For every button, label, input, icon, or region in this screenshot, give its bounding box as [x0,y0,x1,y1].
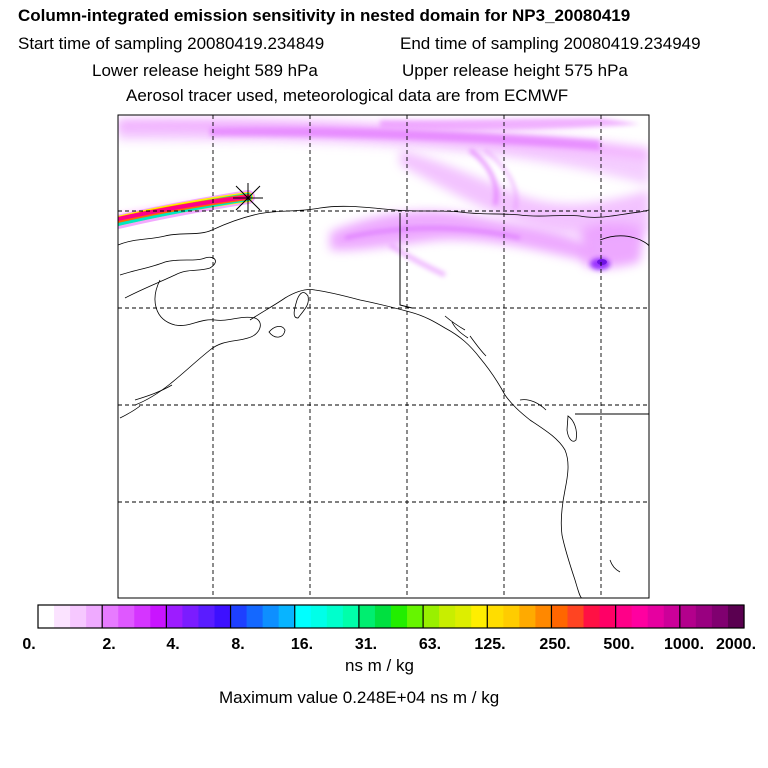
colorbar-cell [503,605,520,628]
colorbar-cell [407,605,424,628]
colorbar-cell [583,605,601,628]
colorbar-label: 16. [290,636,314,653]
colorbar-cell [214,605,232,628]
colorbar-cell [182,605,200,628]
colorbar-cell [727,605,745,628]
colorbar-label: 63. [418,636,442,653]
colorbar-cell [455,605,472,628]
upper-release-label: Upper release height 575 hPa [402,61,628,80]
colorbar-cell [150,605,167,628]
colorbar-cell [423,605,440,628]
colorbar-cell [439,605,456,628]
coastlines [118,205,649,598]
map-title: Column-integrated emission sensitivity i… [18,6,631,25]
tracer-info-label: Aerosol tracer used, meteorological data… [126,86,569,105]
colorbar-cell [118,605,135,628]
start-sampling-label: Start time of sampling 20080419.234849 [18,34,325,53]
colorbar-cell [230,605,248,628]
end-sampling-label: End time of sampling 20080419.234949 [400,34,701,53]
colorbar-cell [551,605,569,628]
colorbar-cell [70,605,87,628]
colorbar-cell [663,605,681,628]
colorbar-label: 4. [166,636,180,653]
colorbar-cell [134,605,151,628]
colorbar-cell [631,605,649,628]
colorbar-label: 31. [354,636,378,653]
colorbar-cell [615,605,633,628]
colorbar-cell [262,605,280,628]
colorbar-cell [535,605,553,628]
colorbar-label: 1000. [663,636,705,653]
colorbar-cell [487,605,504,628]
colorbar-cell [38,605,55,628]
maximum-value-label: Maximum value 0.248E+04 ns m / kg [219,688,500,707]
colorbar-cell [711,605,729,628]
colorbar-cell [358,605,376,628]
colorbar-units: ns m / kg [345,656,414,675]
sensitivity-plume [118,118,649,278]
map-area [118,115,649,598]
map-frame [117,114,650,599]
colorbar-cell [246,605,264,628]
colorbar-cell [567,605,585,628]
release-location-marker [233,183,263,213]
colorbar-cell [102,605,119,628]
colorbar-label: 8. [231,636,245,653]
colorbar-cell [374,605,392,628]
colorbar-cell [198,605,216,628]
colorbar-label: 250. [539,636,571,653]
release-streak [118,190,255,229]
colorbar-cell [391,605,408,628]
colorbar-cell [599,605,617,628]
colorbar-cell [326,605,344,628]
lower-release-label: Lower release height 589 hPa [92,61,318,80]
colorbar-label: 125. [474,636,506,653]
colorbar-cell [310,605,328,628]
colorbar-cell [695,605,713,628]
colorbar-cell [278,605,296,628]
colorbar-cell [647,605,665,628]
colorbar-cell [519,605,537,628]
colorbar-cell [54,605,71,628]
map-gridlines [118,115,649,598]
colorbar [38,605,745,628]
colorbar-cell [166,605,184,628]
colorbar-cell [86,605,103,628]
colorbar-label: 0. [22,636,36,653]
colorbar-cell [342,605,360,628]
colorbar-label: 500. [603,636,635,653]
political-borders [399,213,649,415]
colorbar-label: 2000. [715,636,757,653]
colorbar-cell [471,605,488,628]
colorbar-frame [37,604,745,629]
colorbar-cell [294,605,312,628]
colorbar-cell [679,605,697,628]
colorbar-label: 2. [102,636,116,653]
